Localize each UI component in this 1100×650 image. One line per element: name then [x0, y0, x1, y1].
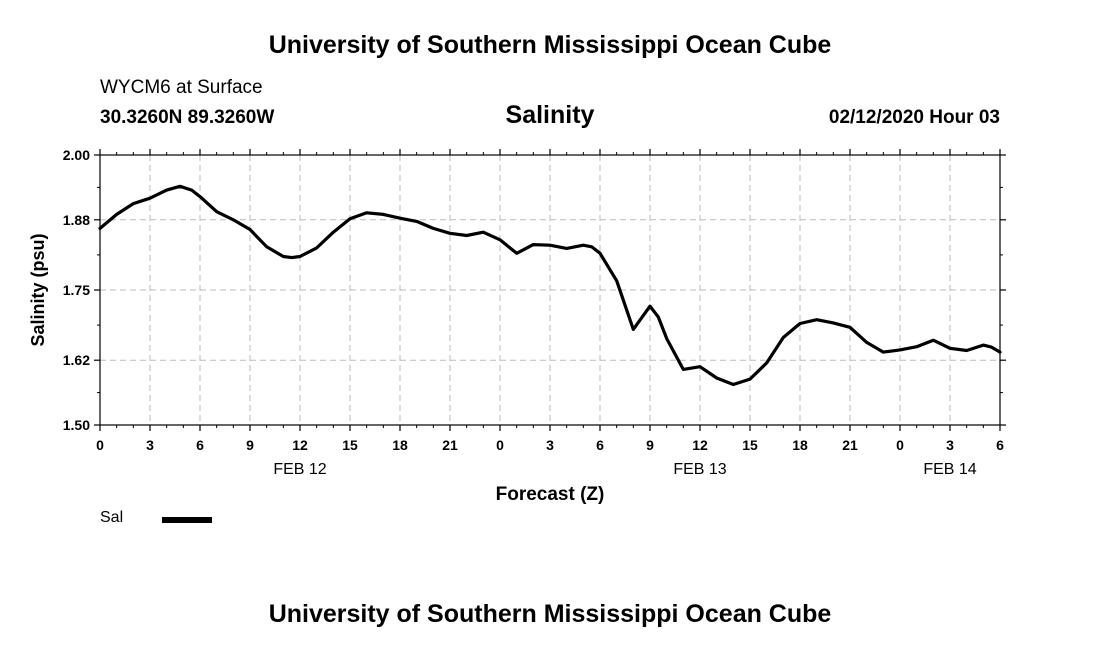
- y-axis-label: Salinity (psu): [28, 233, 48, 346]
- x-tick-label: 15: [742, 437, 758, 453]
- salinity-series-line: [98, 184, 1002, 387]
- legend-label-sal: Sal: [100, 509, 124, 526]
- date-label: FEB 12: [273, 461, 326, 478]
- x-tick-label: 6: [996, 437, 1004, 453]
- top-title: University of Southern Mississippi Ocean…: [268, 31, 832, 59]
- axis-ticks: [94, 149, 1006, 431]
- x-tick-label: 21: [842, 437, 858, 453]
- y-tick-label: 1.50: [63, 417, 90, 433]
- x-tick-label: 0: [896, 437, 904, 453]
- date-label: FEB 13: [673, 461, 726, 478]
- x-tick-label: 0: [96, 437, 104, 453]
- legend-swatch-sal: [162, 517, 212, 523]
- x-tick-label: 9: [246, 437, 254, 453]
- x-tick-label: 3: [546, 437, 554, 453]
- axis-tick-labels: 1.50 1.62 1.75 1.88 2.00 0 3 6 9 12 15 18 21 0 3 6 9 12 15…: [63, 147, 1004, 478]
- y-tick-label: 1.88: [63, 212, 90, 228]
- x-tick-label: 0: [496, 437, 504, 453]
- chart-grid: [100, 155, 1000, 425]
- x-tick-label: 3: [946, 437, 954, 453]
- x-axis-label: Forecast (Z): [496, 484, 605, 505]
- x-tick-label: 6: [196, 437, 204, 453]
- x-tick-label: 18: [392, 437, 408, 453]
- station-name: WYCM6 at Surface: [100, 77, 263, 98]
- chart-title: Salinity: [505, 101, 595, 129]
- x-tick-label: 15: [342, 437, 358, 453]
- forecast-datetime: 02/12/2020 Hour 03: [828, 107, 1000, 128]
- y-tick-label: 1.62: [63, 352, 90, 368]
- bottom-title: University of Southern Mississippi Ocean…: [268, 600, 832, 628]
- y-tick-label: 2.00: [63, 147, 90, 163]
- x-tick-label: 21: [442, 437, 458, 453]
- y-tick-label: 1.75: [63, 282, 90, 298]
- date-label: FEB 14: [923, 461, 976, 478]
- x-tick-label: 9: [646, 437, 654, 453]
- x-tick-label: 12: [292, 437, 308, 453]
- x-tick-label: 3: [146, 437, 154, 453]
- x-tick-label: 12: [692, 437, 708, 453]
- x-tick-label: 18: [792, 437, 808, 453]
- x-tick-label: 6: [596, 437, 604, 453]
- station-coordinates: 30.3260N 89.3260W: [100, 107, 275, 128]
